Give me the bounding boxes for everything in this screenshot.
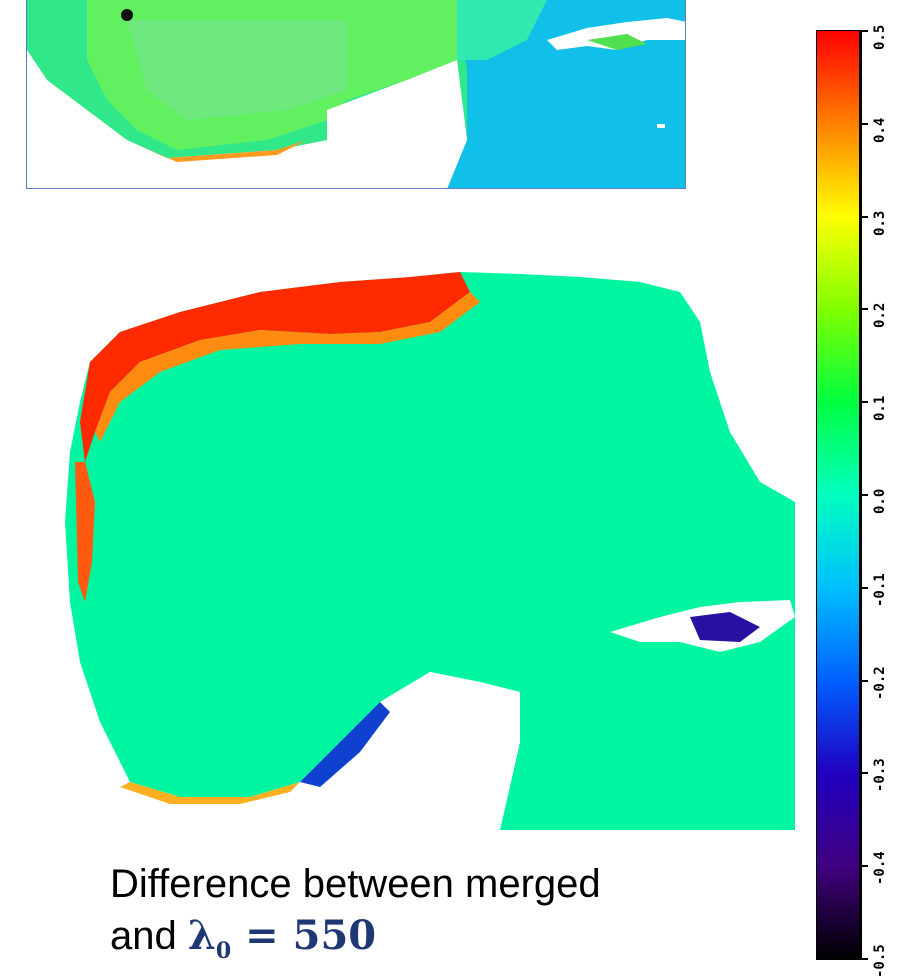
colorbar-tick — [862, 865, 868, 867]
colorbar-tick-label: 0.4 — [872, 117, 888, 143]
colorbar-axis — [860, 30, 862, 960]
colorbar-tick — [862, 401, 868, 403]
caption-line-1: Difference between merged — [110, 862, 601, 906]
colorbar-tick — [862, 680, 868, 682]
inset-map-image — [27, 0, 685, 188]
colorbar-tick — [862, 216, 868, 218]
lambda-subscript: 0 — [215, 938, 232, 964]
colorbar-tick-label: -0.3 — [872, 758, 888, 792]
colorbar-tick-label: -0.4 — [872, 851, 888, 885]
colorbar-gradient — [816, 30, 860, 960]
colorbar-tick-label: 0.3 — [872, 210, 888, 236]
main-difference-map — [0, 222, 800, 830]
caption: Difference between merged and λ0 = 550 — [110, 858, 750, 977]
colorbar-tick — [862, 958, 868, 960]
wavelength-value: 550 — [292, 912, 377, 959]
caption-prefix: and — [110, 914, 177, 958]
colorbar-tick — [862, 772, 868, 774]
colorbar-tick — [862, 30, 868, 32]
main-map-image — [0, 222, 800, 830]
colorbar-tick-label: -0.2 — [872, 666, 888, 700]
lambda-symbol: λ0 = 550 — [187, 912, 377, 964]
colorbar-tick-label: -0.5 — [872, 944, 888, 978]
caption-line-2: and λ0 = 550 — [110, 910, 750, 977]
inset-map-panel — [26, 0, 686, 189]
colorbar-tick-label: 0.0 — [872, 488, 888, 514]
colorbar-tick-label: 0.1 — [872, 395, 888, 421]
colorbar-tick-label: 0.5 — [872, 24, 888, 50]
colorbar-tick — [862, 123, 868, 125]
colorbar-tick-label: -0.1 — [872, 573, 888, 607]
equals-sign: = — [231, 912, 293, 959]
colorbar-tick — [862, 494, 868, 496]
colorbar-tick-label: 0.2 — [872, 302, 888, 328]
colorbar: 0.5 0.4 0.3 0.2 0.1 0.0 -0.1 -0.2 -0.3 -0.4 -0.5 — [812, 25, 908, 978]
colorbar-tick — [862, 587, 868, 589]
lambda-glyph: λ — [187, 912, 216, 959]
colorbar-tick — [862, 308, 868, 310]
